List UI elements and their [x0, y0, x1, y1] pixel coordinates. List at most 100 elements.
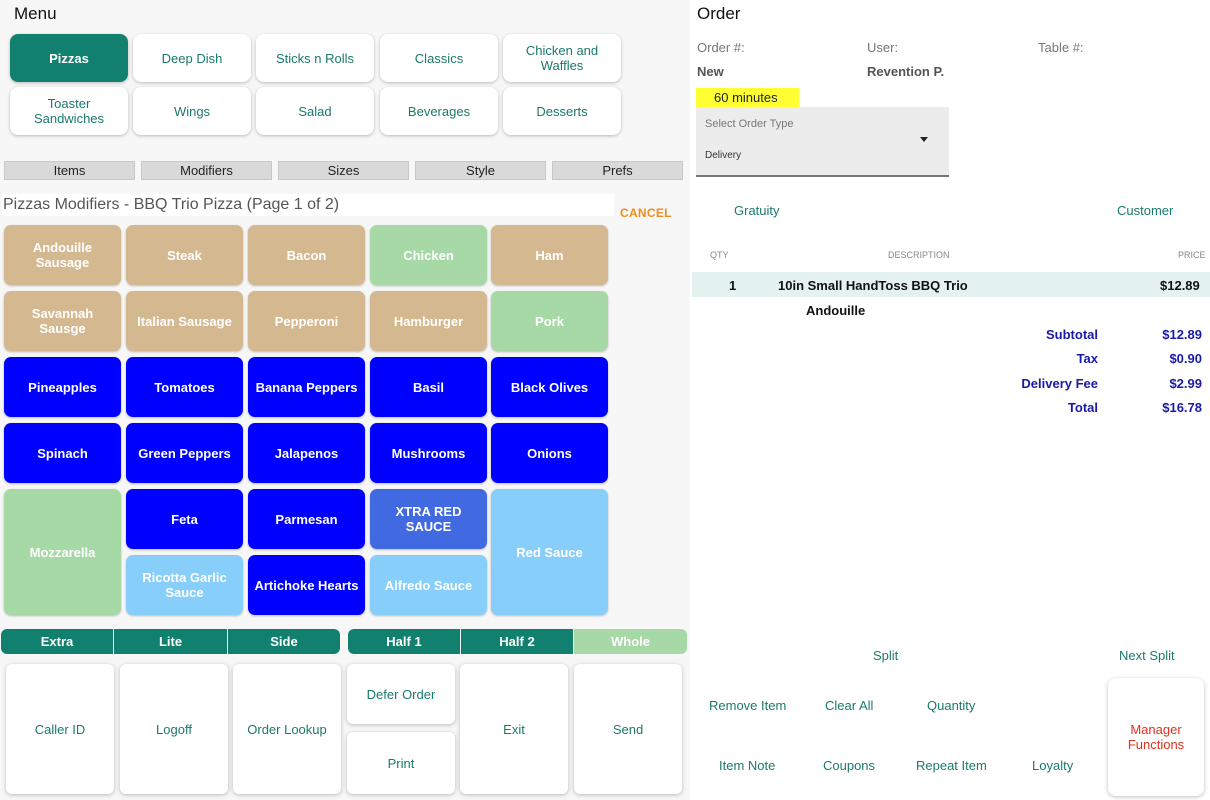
- timer-badge: 60 minutes: [696, 88, 799, 107]
- gratuity-button[interactable]: Gratuity: [734, 203, 780, 218]
- remove-item-button[interactable]: Remove Item: [709, 698, 787, 713]
- order-item-qty: 1: [729, 278, 737, 293]
- modifier-feta[interactable]: Feta: [126, 489, 243, 549]
- category-pizzas[interactable]: Pizzas: [10, 34, 128, 82]
- modifier-black-olives[interactable]: Black Olives: [491, 357, 608, 417]
- category-desserts[interactable]: Desserts: [503, 87, 621, 135]
- order-item-row[interactable]: [692, 272, 1210, 297]
- modifier-artichoke-hearts[interactable]: Artichoke Hearts: [248, 555, 365, 615]
- column-price: PRICE: [1178, 250, 1206, 260]
- tab-items[interactable]: Items: [4, 161, 135, 180]
- defer-order-button[interactable]: Defer Order: [347, 664, 455, 724]
- user-label: User:: [867, 40, 899, 55]
- delivery-fee-value: $2.99: [1169, 376, 1202, 391]
- split-button[interactable]: Split: [873, 648, 899, 663]
- order-item-price: $12.89: [1160, 278, 1200, 293]
- dropdown-arrow-icon: [920, 137, 928, 142]
- order-item-modifier: Andouille: [806, 303, 866, 318]
- qualifier-extra[interactable]: Extra: [1, 629, 113, 654]
- modifier-green-peppers[interactable]: Green Peppers: [126, 423, 243, 483]
- modifier-mozzarella[interactable]: Mozzarella: [4, 489, 121, 615]
- modifier-ham[interactable]: Ham: [491, 225, 608, 285]
- menu-panel: Menu Pizzas Deep Dish Sticks n Rolls Cla…: [1, 4, 687, 794]
- subtotal-label: Subtotal: [1046, 327, 1098, 342]
- subtotal-value: $12.89: [1162, 327, 1202, 342]
- modifier-spinach[interactable]: Spinach: [4, 423, 121, 483]
- modifier-pepperoni[interactable]: Pepperoni: [248, 291, 365, 351]
- send-button[interactable]: Send: [574, 664, 682, 794]
- exit-button[interactable]: Exit: [460, 664, 568, 794]
- category-classics[interactable]: Classics: [380, 34, 498, 82]
- modifier-page-title: Pizzas Modifiers - BBQ Trio Pizza (Page …: [2, 194, 614, 216]
- modifier-mushrooms[interactable]: Mushrooms: [370, 423, 487, 483]
- column-description: DESCRIPTION: [888, 250, 950, 260]
- loyalty-button[interactable]: Loyalty: [1032, 758, 1074, 773]
- category-chicken-and-waffles[interactable]: Chicken and Waffles: [503, 34, 621, 82]
- modifier-savannah-sausage[interactable]: Savannah Sausge: [4, 291, 121, 351]
- modifier-pork[interactable]: Pork: [491, 291, 608, 351]
- modifier-xtra-red-sauce[interactable]: XTRA RED SAUCE: [370, 489, 487, 549]
- qualifier-side[interactable]: Side: [228, 629, 340, 654]
- order-lookup-button[interactable]: Order Lookup: [233, 664, 341, 794]
- modifier-onions[interactable]: Onions: [491, 423, 608, 483]
- repeat-item-button[interactable]: Repeat Item: [916, 758, 987, 773]
- category-toaster-sandwiches[interactable]: Toaster Sandwiches: [10, 87, 128, 135]
- modifier-pineapples[interactable]: Pineapples: [4, 357, 121, 417]
- manager-functions-label: Manager Functions: [1127, 722, 1185, 752]
- qualifier-whole[interactable]: Whole: [574, 629, 687, 654]
- tab-style[interactable]: Style: [415, 161, 546, 180]
- manager-functions-button[interactable]: Manager Functions: [1108, 678, 1204, 796]
- modifier-banana-peppers[interactable]: Banana Peppers: [248, 357, 365, 417]
- user-value: Revention P.: [867, 64, 945, 79]
- modifier-jalapenos[interactable]: Jalapenos: [248, 423, 365, 483]
- modifier-tomatoes[interactable]: Tomatoes: [126, 357, 243, 417]
- category-wings[interactable]: Wings: [133, 87, 251, 135]
- category-beverages[interactable]: Beverages: [380, 87, 498, 135]
- modifier-basil[interactable]: Basil: [370, 357, 487, 417]
- caller-id-button[interactable]: Caller ID: [6, 664, 114, 794]
- order-number-label: Order #:: [697, 40, 745, 55]
- clear-all-button[interactable]: Clear All: [825, 698, 874, 713]
- modifier-italian-sausage[interactable]: Italian Sausage: [126, 291, 243, 351]
- coupons-button[interactable]: Coupons: [823, 758, 876, 773]
- order-item-description: 10in Small HandToss BBQ Trio: [778, 278, 968, 293]
- modifier-bacon[interactable]: Bacon: [248, 225, 365, 285]
- total-label: Total: [1067, 400, 1098, 415]
- total-value: $16.78: [1162, 400, 1202, 415]
- qualifier-half-1[interactable]: Half 1: [348, 629, 460, 654]
- column-qty: QTY: [710, 250, 729, 260]
- item-note-button[interactable]: Item Note: [719, 758, 776, 773]
- modifier-steak[interactable]: Steak: [126, 225, 243, 285]
- delivery-fee-label: Delivery Fee: [1021, 376, 1098, 391]
- next-split-button[interactable]: Next Split: [1119, 648, 1175, 663]
- tax-value: $0.90: [1169, 351, 1202, 366]
- order-title: Order: [697, 4, 741, 23]
- category-salad[interactable]: Salad: [256, 87, 374, 135]
- modifier-parmesan[interactable]: Parmesan: [248, 489, 365, 549]
- customer-button[interactable]: Customer: [1117, 203, 1174, 218]
- modifier-ricotta-garlic-sauce[interactable]: Ricotta Garlic Sauce: [126, 555, 243, 615]
- table-number-label: Table #:: [1038, 40, 1084, 55]
- modifier-andouille-sausage[interactable]: Andouille Sausage: [4, 225, 121, 285]
- modifier-red-sauce[interactable]: Red Sauce: [491, 489, 608, 615]
- print-button[interactable]: Print: [347, 732, 455, 794]
- qualifier-half-2[interactable]: Half 2: [461, 629, 573, 654]
- modifier-hamburger[interactable]: Hamburger: [370, 291, 487, 351]
- category-sticks-n-rolls[interactable]: Sticks n Rolls: [256, 34, 374, 82]
- order-number-value: New: [697, 64, 724, 79]
- tab-prefs[interactable]: Prefs: [552, 161, 683, 180]
- modifier-chicken[interactable]: Chicken: [370, 225, 487, 285]
- category-deep-dish[interactable]: Deep Dish: [133, 34, 251, 82]
- tax-label: Tax: [1076, 351, 1098, 366]
- tab-modifiers[interactable]: Modifiers: [141, 161, 272, 180]
- cancel-button[interactable]: CANCEL: [620, 206, 672, 220]
- tab-sizes[interactable]: Sizes: [278, 161, 409, 180]
- qualifier-lite[interactable]: Lite: [114, 629, 227, 654]
- modifier-alfredo-sauce[interactable]: Alfredo Sauce: [370, 555, 487, 615]
- order-type-value: Delivery: [705, 150, 742, 161]
- order-type-label: Select Order Type: [705, 118, 794, 130]
- quantity-button[interactable]: Quantity: [927, 698, 976, 713]
- order-type-select[interactable]: Select Order Type Delivery: [696, 107, 949, 177]
- logoff-button[interactable]: Logoff: [120, 664, 228, 794]
- menu-title: Menu: [14, 4, 57, 23]
